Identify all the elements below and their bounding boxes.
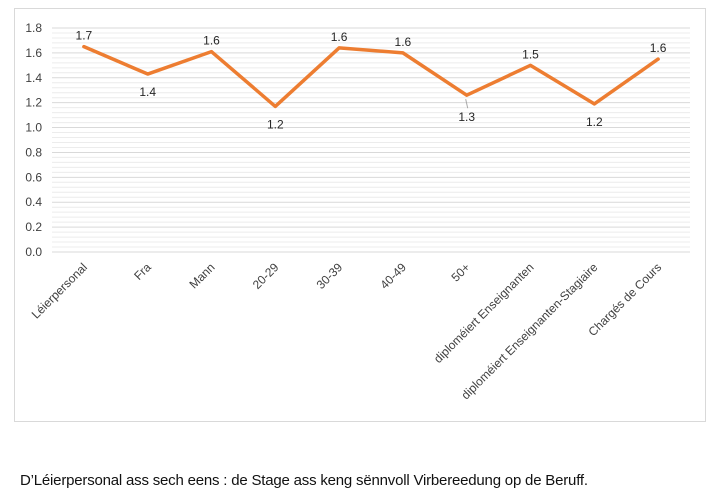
data-label: 1.5 bbox=[522, 47, 539, 61]
series-line bbox=[82, 44, 660, 109]
y-tick-label: 0.8 bbox=[25, 145, 42, 159]
x-category-label: 30-39 bbox=[314, 260, 346, 292]
y-tick-label: 1.4 bbox=[25, 71, 42, 85]
data-label: 1.3 bbox=[458, 110, 475, 124]
data-label: 1.6 bbox=[395, 35, 412, 49]
data-point bbox=[82, 45, 86, 49]
x-category-label: Fra bbox=[131, 260, 154, 283]
data-point bbox=[273, 104, 277, 108]
line-chart: 0.0 0.2 0.4 0.6 0.8 1.0 1.2 1.4 1.6 1.8 Léierperso… bbox=[25, 21, 690, 402]
y-tick-label: 1.6 bbox=[25, 46, 42, 60]
data-label: 1.6 bbox=[650, 41, 667, 55]
data-label: 1.7 bbox=[76, 29, 93, 43]
data-point bbox=[465, 93, 469, 97]
data-label: 1.2 bbox=[586, 115, 603, 129]
data-point bbox=[401, 51, 405, 55]
x-category-label: diploméiert Enseignanten bbox=[431, 260, 537, 366]
y-tick-label: 1.8 bbox=[25, 21, 42, 35]
x-category-label: 20-29 bbox=[250, 260, 282, 292]
x-category-label: diploméiert Enseignanten-Stagiaire bbox=[458, 260, 600, 402]
data-label: 1.4 bbox=[139, 85, 156, 99]
data-label-leader-line bbox=[465, 99, 469, 109]
y-tick-label: 0.4 bbox=[25, 195, 42, 209]
y-tick-label: 1.0 bbox=[25, 121, 42, 135]
y-tick-label: 0.6 bbox=[25, 170, 42, 184]
x-category-label: 50+ bbox=[449, 260, 473, 284]
y-tick-label: 0.0 bbox=[25, 245, 42, 259]
y-tick-label: 0.2 bbox=[25, 220, 42, 234]
y-tick-label: 1.2 bbox=[25, 96, 42, 110]
data-label: 1.2 bbox=[267, 117, 284, 131]
data-label: 1.6 bbox=[331, 30, 348, 44]
data-point bbox=[656, 57, 660, 61]
data-point bbox=[592, 102, 596, 106]
data-point bbox=[529, 63, 532, 67]
data-point bbox=[146, 72, 150, 76]
data-point bbox=[337, 46, 341, 50]
chart-frame bbox=[14, 8, 706, 422]
chart-caption: D’Léierpersonal ass sech eens : de Stage… bbox=[20, 472, 588, 489]
x-category-label: Mann bbox=[186, 260, 217, 291]
x-category-label: 40-49 bbox=[377, 260, 409, 292]
x-category-label: Léierpersonal bbox=[29, 260, 90, 321]
data-label: 1.6 bbox=[203, 34, 220, 48]
data-point bbox=[210, 50, 213, 54]
